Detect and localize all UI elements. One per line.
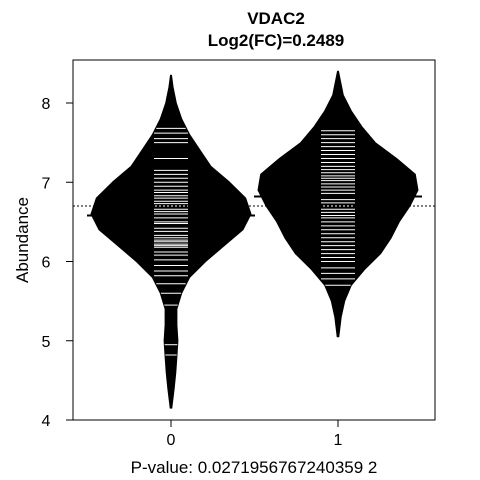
plot-frame <box>72 59 436 421</box>
beans-layer <box>90 70 419 409</box>
x-tick-label-1: 1 <box>334 432 343 449</box>
y-axis: 4 5 6 7 8 <box>42 96 73 430</box>
y-tick-label-5: 5 <box>42 334 51 351</box>
x-tick-label-0: 0 <box>167 432 176 449</box>
x-axis-label: P-value: 0.0271956767240359 2 <box>131 458 378 477</box>
y-tick-label-4: 4 <box>42 413 51 430</box>
y-tick-label-6: 6 <box>42 255 51 272</box>
y-axis-label: Abundance <box>13 197 32 283</box>
bean-1 <box>257 70 419 338</box>
y-tick-label-7: 7 <box>42 175 51 192</box>
points-layer <box>154 127 355 356</box>
chart-title: VDAC2 <box>247 9 305 28</box>
means-layer <box>73 195 435 217</box>
y-tick-label-8: 8 <box>42 96 51 113</box>
chart-subtitle: Log2(FC)=0.2489 <box>208 31 345 50</box>
